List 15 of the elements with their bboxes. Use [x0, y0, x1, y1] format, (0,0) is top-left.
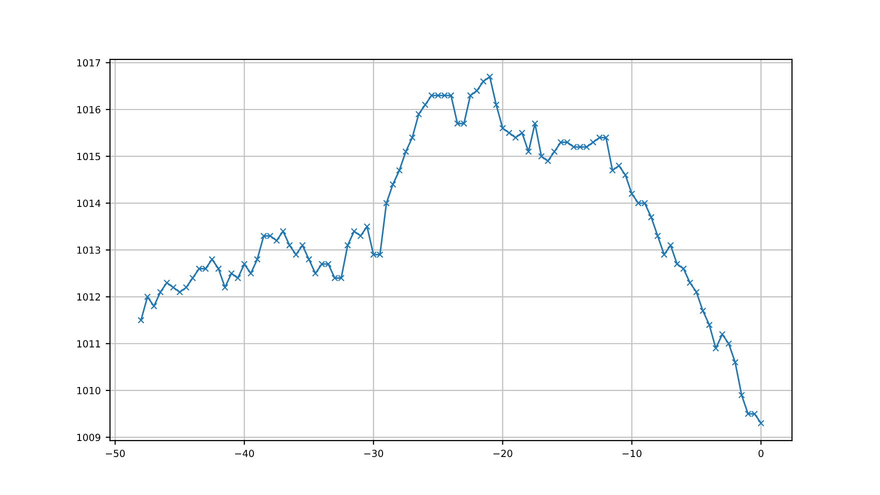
x-tick-label: −40 — [235, 450, 254, 458]
x-tick-label: −50 — [106, 450, 125, 458]
x-tick-label: 0 — [758, 450, 764, 458]
x-tick-label: −30 — [364, 450, 384, 458]
y-tick-label: 1014 — [77, 200, 100, 207]
y-tick-label: 1017 — [77, 59, 100, 67]
y-tick-label: 1010 — [77, 386, 100, 394]
y-tick-label: 1015 — [77, 152, 100, 160]
y-tick-label: 1009 — [77, 434, 100, 442]
y-tick-label: 1016 — [77, 106, 100, 114]
y-tick-label: 1012 — [77, 293, 100, 301]
x-tick-label: −20 — [493, 450, 512, 458]
x-tick-label: −10 — [622, 450, 642, 458]
y-tick-label: 1011 — [77, 340, 100, 348]
y-tick-label: 1013 — [77, 246, 100, 254]
